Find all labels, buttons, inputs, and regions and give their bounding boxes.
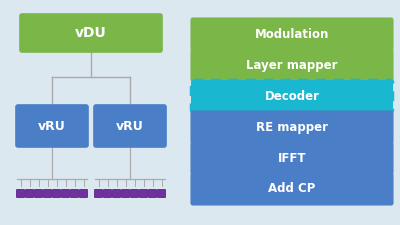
FancyBboxPatch shape [70, 189, 78, 198]
Text: IFFT: IFFT [278, 151, 306, 164]
FancyBboxPatch shape [191, 80, 393, 112]
FancyBboxPatch shape [148, 189, 156, 198]
FancyBboxPatch shape [191, 173, 393, 205]
FancyBboxPatch shape [16, 105, 88, 147]
FancyBboxPatch shape [191, 142, 393, 174]
Text: vRU: vRU [116, 119, 144, 133]
FancyBboxPatch shape [52, 189, 60, 198]
FancyBboxPatch shape [16, 189, 24, 198]
FancyBboxPatch shape [20, 14, 162, 52]
FancyBboxPatch shape [191, 18, 393, 50]
FancyBboxPatch shape [62, 189, 70, 198]
FancyBboxPatch shape [80, 189, 88, 198]
FancyBboxPatch shape [104, 189, 112, 198]
FancyBboxPatch shape [130, 189, 138, 198]
Text: Layer mapper: Layer mapper [246, 58, 338, 72]
Text: vDU: vDU [75, 26, 107, 40]
FancyBboxPatch shape [191, 111, 393, 143]
FancyBboxPatch shape [191, 49, 393, 81]
FancyBboxPatch shape [34, 189, 42, 198]
FancyBboxPatch shape [26, 189, 34, 198]
FancyBboxPatch shape [94, 105, 166, 147]
Text: vRU: vRU [38, 119, 66, 133]
Text: Add CP: Add CP [268, 182, 316, 196]
FancyBboxPatch shape [158, 189, 166, 198]
FancyBboxPatch shape [44, 189, 52, 198]
FancyBboxPatch shape [112, 189, 120, 198]
Text: Decoder: Decoder [264, 90, 320, 103]
FancyBboxPatch shape [122, 189, 130, 198]
FancyBboxPatch shape [140, 189, 148, 198]
Text: Modulation: Modulation [255, 27, 329, 40]
FancyBboxPatch shape [94, 189, 102, 198]
Text: RE mapper: RE mapper [256, 121, 328, 133]
